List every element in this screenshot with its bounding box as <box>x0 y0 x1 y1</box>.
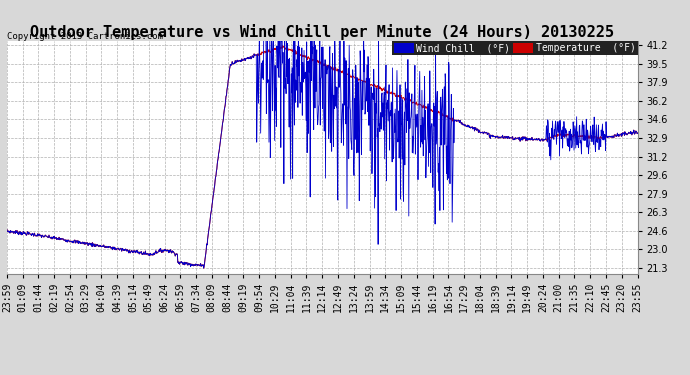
Legend: Wind Chill  (°F), Temperature  (°F): Wind Chill (°F), Temperature (°F) <box>392 41 638 56</box>
Text: Copyright 2013 Cartronics.com: Copyright 2013 Cartronics.com <box>7 32 163 41</box>
Title: Outdoor Temperature vs Wind Chill per Minute (24 Hours) 20130225: Outdoor Temperature vs Wind Chill per Mi… <box>30 24 614 40</box>
